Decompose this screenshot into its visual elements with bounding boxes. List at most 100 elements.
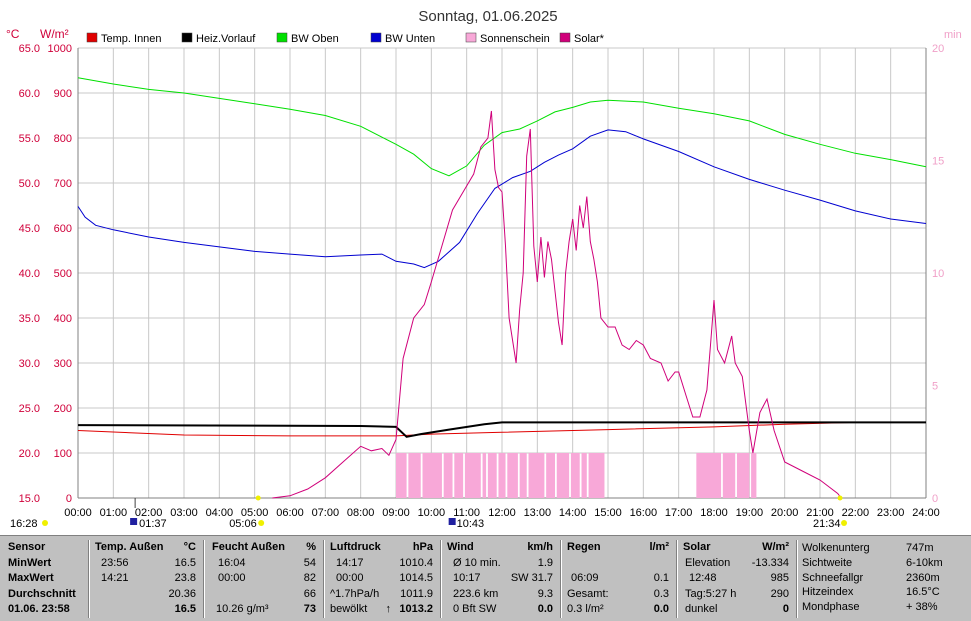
y-tick-solar: 800 (54, 133, 72, 145)
regen-total-label: Gesamt: (567, 587, 609, 600)
temp-max-value: 23.8 (174, 572, 196, 584)
sunshine-block (570, 453, 580, 498)
x-tick-label: 08:00 (347, 507, 375, 519)
wind-current-value: 0.0 (537, 603, 553, 615)
regen-max-time: 06:09 (571, 572, 599, 584)
y-tick-temp: 30.0 (19, 358, 40, 370)
regen-header: Regen (567, 541, 601, 553)
sunrise-icon (258, 520, 265, 526)
sunshine-block (464, 453, 481, 498)
moon-left-icon (42, 520, 48, 526)
x-tick-label: 04:00 (206, 507, 234, 519)
x-tick-label: 23:00 (877, 507, 905, 519)
regen-total-value: 0.3 (653, 587, 669, 600)
luftdruck-min-time: 14:17 (336, 556, 364, 569)
sunset-marker (837, 495, 843, 501)
feucht-abs: 10.26 g/m³ (216, 603, 269, 615)
feucht-max-time: 00:00 (218, 572, 246, 584)
minwert-label: MinWert (8, 556, 52, 569)
y-tick-temp: 65.0 (19, 43, 40, 55)
y-tick-solar: 200 (54, 403, 72, 415)
x-tick-label: 15:00 (594, 507, 622, 519)
x-tick-label: 19:00 (736, 507, 764, 519)
stats-panel: Sensor MinWert MaxWert Durchschnitt 01.0… (0, 535, 971, 621)
wind-avg-value: 1.9 (537, 556, 553, 569)
solar-max-time: 12:48 (689, 572, 717, 584)
current-timestamp: 01.06. 23:58 (8, 603, 70, 615)
wolkenunterg-value: 747m (906, 542, 934, 554)
sunset-label: 21:34 (813, 518, 841, 530)
x-tick-label: 03:00 (170, 507, 198, 519)
weather-chart: Sonntag, 01.06.2025 °C W/m² min 15.0 20.0 25.0… (6, 8, 962, 530)
luftdruck-forecast: bewölkt (330, 603, 368, 615)
sunshine-block (482, 453, 487, 498)
feucht-column: Feucht Außen% 16:04 54 00:00 82 66 10.26 g… (210, 540, 320, 620)
left-axis-unit-b: W/m² (40, 27, 69, 41)
legend-swatch (370, 32, 382, 43)
x-tick-label: 11:00 (453, 507, 480, 519)
y-tick-temp: 50.0 (19, 178, 40, 190)
sunshine-block (546, 453, 555, 498)
bw-unten-line (77, 129, 927, 269)
wind-column: Wind km/h Ø 10 min. 1.9 10:17 SW 31.7 223.6… (447, 540, 557, 620)
x-tick-label: 14:00 (559, 507, 587, 519)
y-tick-min: 5 (932, 381, 938, 393)
x-tick-label: 07:00 (312, 507, 340, 519)
durchschnitt-label: Durchschnitt (8, 587, 76, 600)
y-tick-solar: 700 (54, 178, 72, 190)
pressure-up-arrow-icon: ↑ (385, 603, 392, 615)
y-tick-min: 15 (932, 156, 944, 168)
wind-max-time: 10:17 (453, 572, 481, 584)
sunshine-block (487, 453, 497, 498)
sunshine-block (454, 453, 464, 498)
schneefallgr-value: 2360m (906, 571, 940, 584)
luftdruck-trend: ^1.7hPa/h (330, 587, 380, 600)
legend-label: Sonnenschein (480, 33, 550, 45)
wind-header: Wind (447, 541, 474, 553)
y-tick-min: 0 (932, 493, 938, 505)
sichtweite-value: 6-10km (906, 556, 943, 569)
maxwert-label: MaxWert (8, 572, 54, 584)
y-tick-solar: 0 (66, 493, 72, 505)
sichtweite-label: Sichtweite (802, 556, 853, 569)
sunshine-block (408, 453, 421, 498)
y-tick-temp: 35.0 (19, 313, 40, 325)
wind-unit: km/h (527, 541, 553, 553)
feucht-header: Feucht Außen (212, 541, 285, 553)
x-tick-label: 13:00 (524, 507, 552, 519)
regen-column: Regen l/m² 06:09 0.1 Gesamt: 0.3 0.3 l/m² 0.… (567, 540, 673, 620)
left-axis-unit-a: °C (6, 27, 20, 41)
wind-max-value: SW 31.7 (510, 572, 553, 584)
x-tick-label: 24:00 (912, 507, 940, 519)
sunshine-block (581, 453, 587, 498)
y-tick-solar: 300 (54, 358, 72, 370)
legend-label: Solar* (574, 33, 605, 45)
y-tick-temp: 55.0 (19, 133, 40, 145)
sensor-header: Sensor (8, 541, 46, 553)
x-tick-label: 09:00 (382, 507, 410, 519)
sunset-icon (841, 520, 848, 526)
legend-swatch (465, 32, 477, 43)
x-tick-label: 20:00 (771, 507, 799, 519)
x-tick-label: 00:00 (64, 507, 92, 519)
y-tick-temp: 40.0 (19, 268, 40, 280)
y-tick-solar: 100 (54, 448, 72, 460)
heiz-vorlauf-line (77, 421, 926, 438)
luftdruck-unit: hPa (412, 541, 433, 553)
solar-elevation-value: -13.334 (751, 556, 789, 569)
luftdruck-min-value: 1010.4 (399, 556, 433, 569)
y-tick-temp: 25.0 (19, 403, 40, 415)
solar-daylength: Tag:5:27 h (685, 587, 737, 600)
sunrise-label: 05:06 (229, 518, 257, 530)
solar-elevation-label: Elevation (685, 556, 731, 569)
legend-swatch (276, 32, 288, 43)
right-axis-unit: min (944, 29, 962, 41)
sunshine-block (519, 453, 527, 498)
y-tick-min: 20 (932, 43, 944, 55)
solar-unit: W/m² (762, 541, 789, 553)
temp-min-time: 23:56 (101, 556, 129, 569)
feucht-min-time: 16:04 (218, 556, 246, 569)
feucht-avg-value: 66 (303, 587, 316, 600)
sunshine-block (736, 453, 750, 498)
luftdruck-current-value: 1013.2 (399, 603, 433, 615)
